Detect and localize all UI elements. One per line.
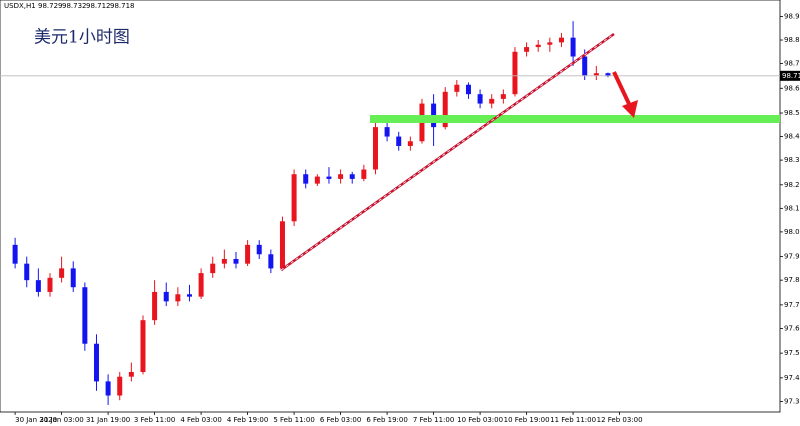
y-tick-label: 97.850 — [784, 276, 800, 284]
candle-body — [454, 84, 460, 92]
candle-body — [245, 244, 251, 264]
candle-body — [303, 174, 309, 184]
trend-line-dash — [280, 33, 615, 271]
candle-body — [70, 268, 76, 288]
x-tick-label: 6 Feb 03:00 — [320, 416, 361, 424]
ohlc-open: 98.729 — [38, 2, 63, 10]
y-tick-label: 98.770 — [784, 60, 800, 68]
y-tick-label: 98.870 — [784, 36, 800, 44]
ohlc-high: 98.732 — [62, 2, 87, 10]
candle-body — [465, 84, 471, 95]
x-tick-label: 12 Feb 03:00 — [597, 416, 643, 424]
candle-body — [105, 381, 111, 396]
candle-body — [152, 291, 158, 321]
candle-body — [210, 263, 216, 274]
x-tick-label: 7 Feb 11:00 — [413, 416, 454, 424]
x-tick-label: 30 Jan 2020 — [15, 416, 57, 424]
candle-body — [593, 73, 599, 76]
y-tick-label: 98.970 — [784, 12, 800, 20]
y-tick-label: 98.255 — [784, 181, 800, 189]
candle-body — [47, 277, 53, 292]
candle-body — [256, 244, 262, 255]
candle-body — [547, 42, 553, 45]
candle-body — [117, 376, 123, 396]
y-tick-label: 98.460 — [784, 133, 800, 141]
candle-body — [314, 176, 320, 184]
y-tick-label: 98.360 — [784, 156, 800, 164]
y-tick-label: 98.560 — [784, 109, 800, 117]
candle-body — [12, 244, 18, 264]
candle-body — [82, 287, 88, 344]
x-tick-label: 11 Feb 11:00 — [550, 416, 596, 424]
candle-body — [524, 47, 530, 52]
candle-body — [24, 263, 30, 281]
y-tick-label: 97.950 — [784, 253, 800, 261]
candle-body — [233, 258, 239, 264]
candle-body — [361, 169, 367, 179]
x-tick-label: 4 Feb 03:00 — [180, 416, 221, 424]
y-tick-label: 98.155 — [784, 204, 800, 212]
price-box — [780, 70, 800, 81]
candle-body — [93, 343, 99, 382]
candle-body — [221, 258, 227, 264]
candle-body — [570, 37, 576, 57]
candle-body — [477, 94, 483, 104]
candle-body — [442, 91, 448, 128]
y-tick-label: 97.335 — [784, 397, 800, 405]
candle-body — [396, 136, 402, 146]
y-tick-label: 98.055 — [784, 228, 800, 236]
candle-body — [128, 371, 134, 377]
x-tick-label: 10 Feb 19:00 — [504, 416, 550, 424]
candle-body — [489, 98, 495, 104]
candle-body — [349, 174, 355, 179]
candle-body — [291, 174, 297, 222]
y-tick-label: 97.745 — [784, 301, 800, 309]
y-tick-label: 98.665 — [784, 84, 800, 92]
x-tick-label: 31 Jan 03:00 — [39, 416, 83, 424]
price-label: 98.718 — [782, 72, 800, 80]
chart-title: 美元1小时图 — [34, 28, 130, 48]
candle-body — [326, 176, 332, 179]
y-tick-label: 97.435 — [784, 374, 800, 382]
candle-body — [338, 174, 344, 179]
y-tick-label: 97.645 — [784, 324, 800, 332]
candle-body — [535, 44, 541, 48]
candle-body — [35, 280, 41, 292]
candle-body — [175, 294, 181, 302]
candle-body — [198, 273, 204, 297]
candle-body — [59, 268, 65, 278]
candle-body — [140, 320, 146, 372]
candle-body — [582, 56, 588, 76]
candle-body — [279, 221, 285, 269]
y-tick-label: 97.540 — [784, 349, 800, 357]
ohlc-close: 98.718 — [110, 2, 135, 10]
candle-body — [512, 51, 518, 95]
x-tick-label: 5 Feb 11:00 — [273, 416, 314, 424]
x-tick-label: 6 Feb 19:00 — [366, 416, 407, 424]
x-tick-label: 10 Feb 03:00 — [457, 416, 503, 424]
candle-body — [407, 141, 413, 146]
ohlc-low: 98.712 — [86, 2, 111, 10]
arrow-head — [622, 100, 638, 118]
x-tick-label: 4 Feb 19:00 — [227, 416, 268, 424]
x-tick-label: 3 Feb 11:00 — [134, 416, 175, 424]
candle-body — [163, 291, 169, 302]
support-zone — [370, 115, 780, 123]
candle-body — [372, 127, 378, 170]
plot-frame — [0, 0, 781, 413]
arrow-shaft — [612, 71, 632, 107]
candle-body — [605, 73, 611, 76]
candle-body — [500, 94, 506, 99]
x-tick-label: 31 Jan 19:00 — [86, 416, 130, 424]
candle-body — [186, 294, 192, 297]
symbol: USDX,H1 — [4, 2, 36, 10]
candle-body — [384, 127, 390, 137]
candle-body — [558, 37, 564, 43]
candle-body — [268, 254, 274, 269]
